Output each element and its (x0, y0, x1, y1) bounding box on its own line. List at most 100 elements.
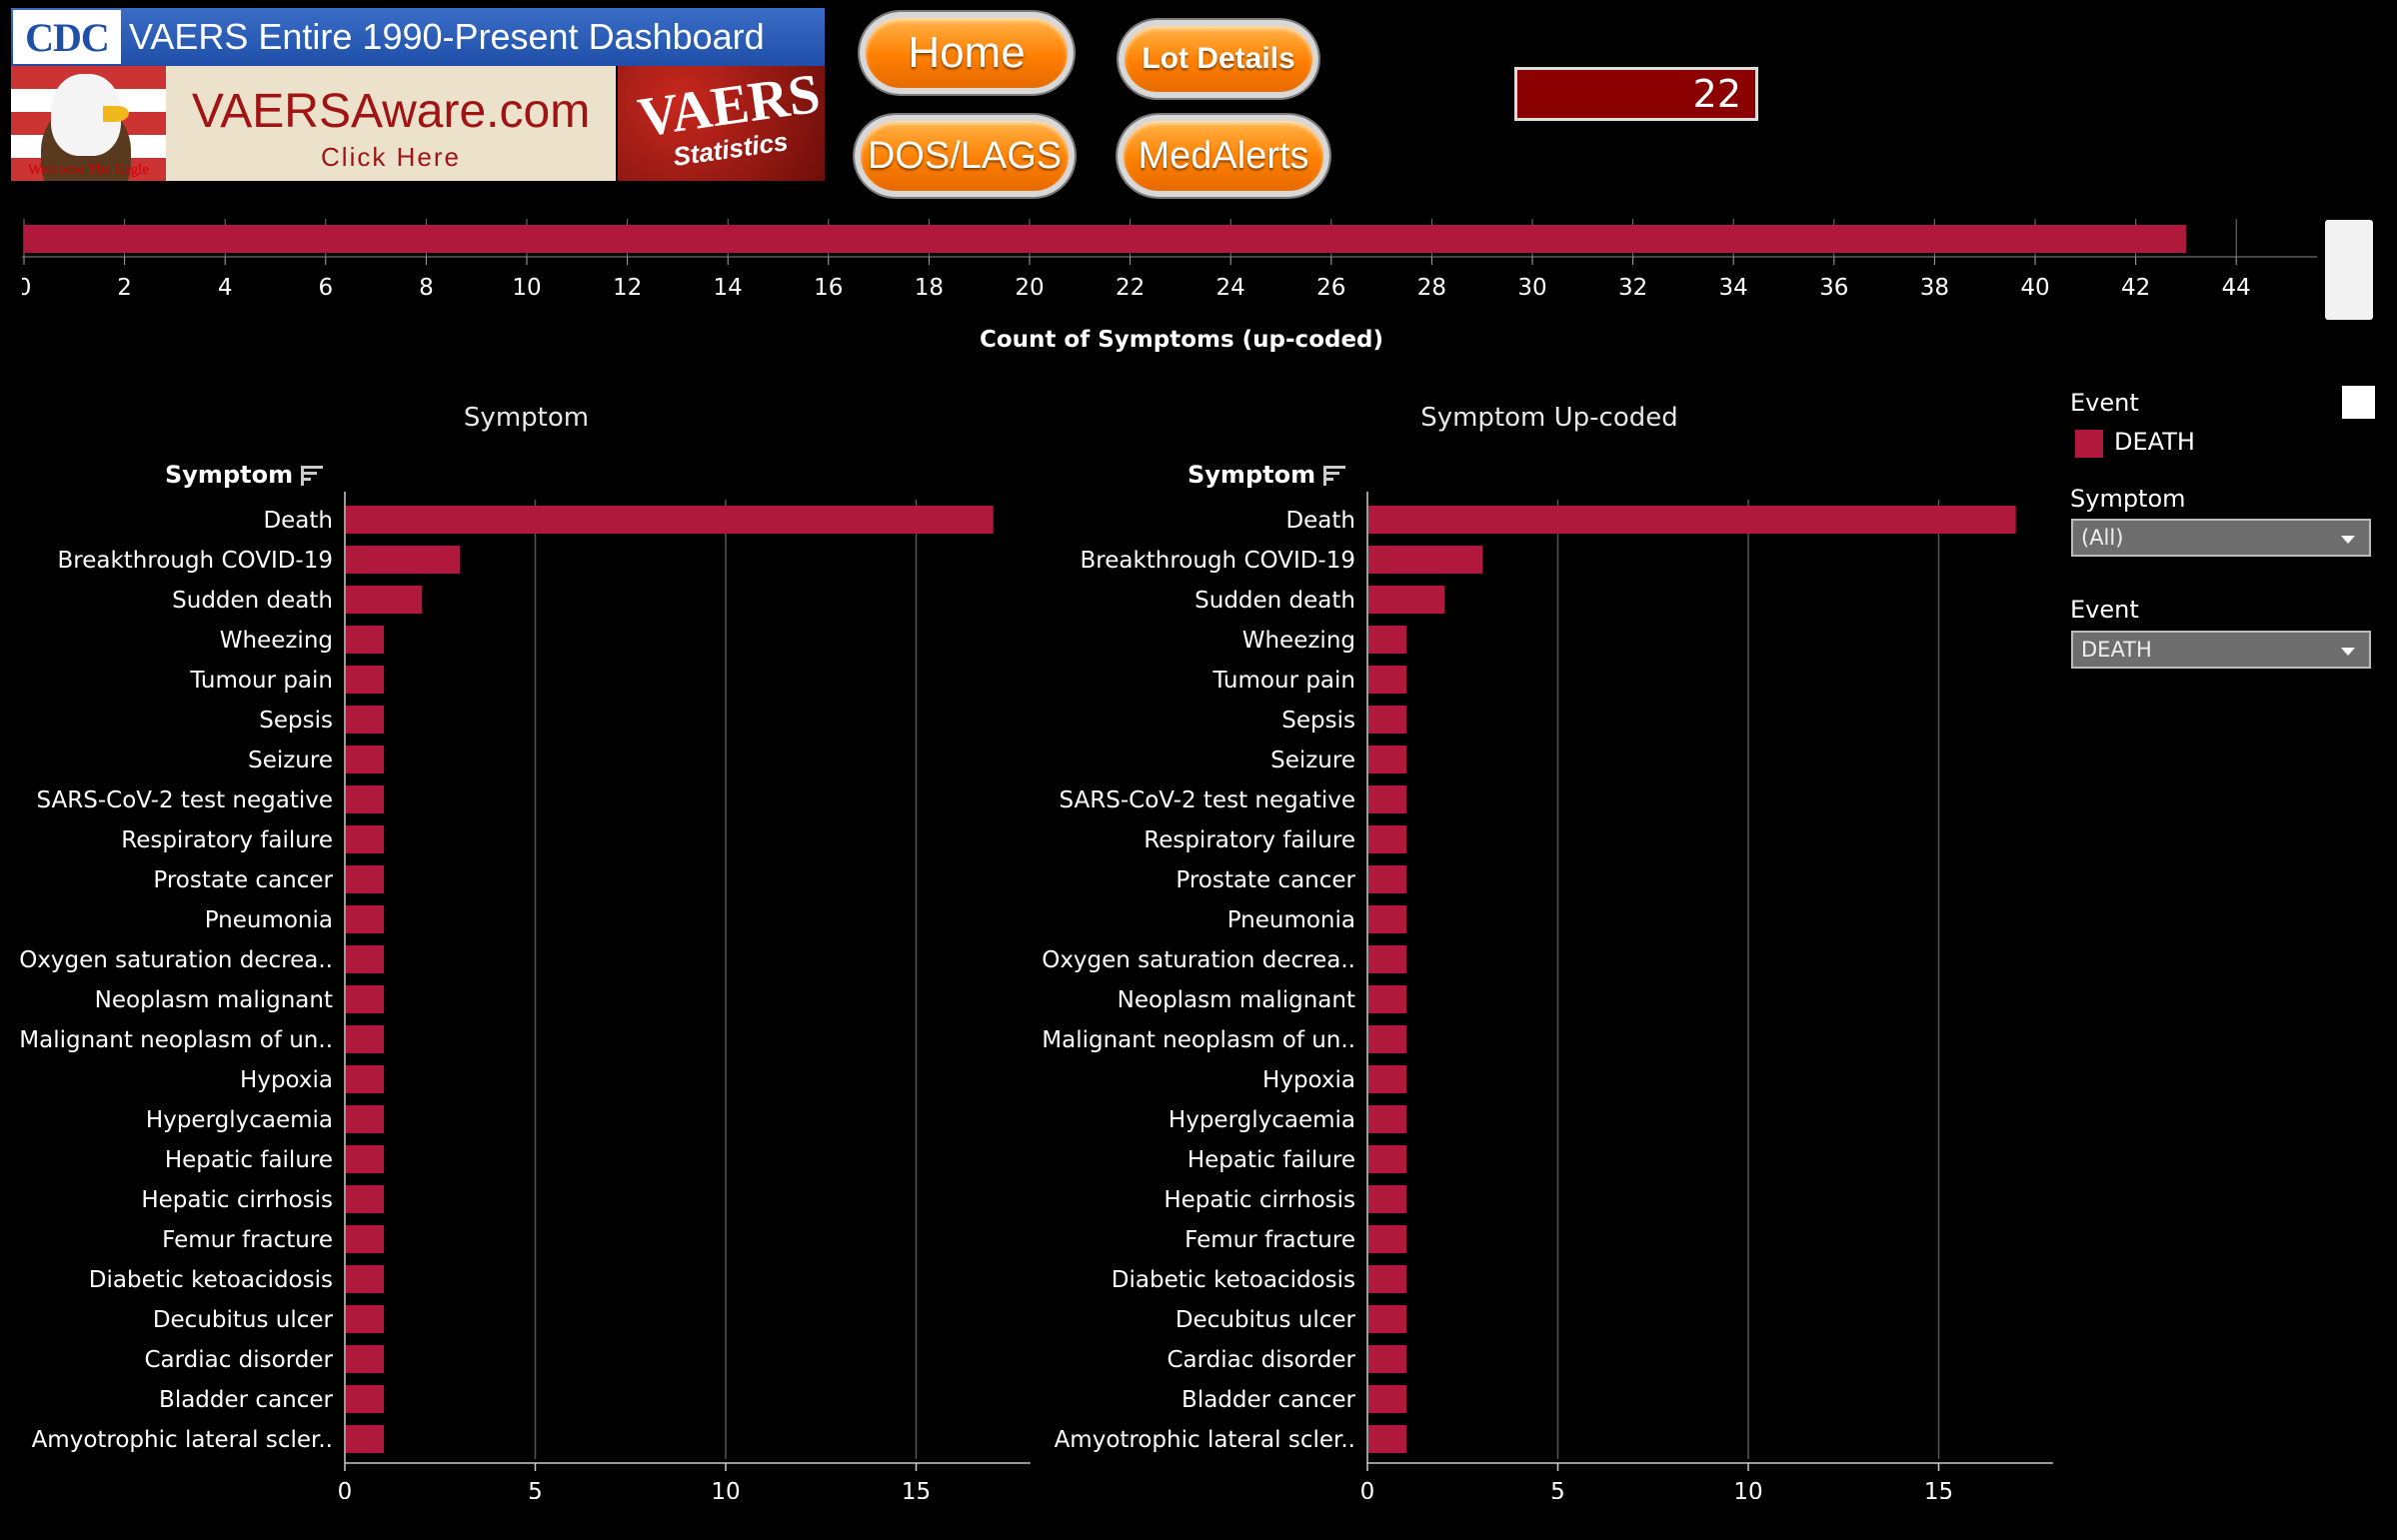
bar (1368, 905, 1407, 933)
slider-tick-label: 16 (814, 275, 843, 301)
category-label: Decubitus ulcer (153, 1307, 334, 1333)
bar (346, 1425, 385, 1453)
vaersaware-click: Click Here (321, 142, 461, 172)
category-label: Femur fracture (162, 1227, 333, 1253)
count-range-slider[interactable]: 0 2 4 6 8 10 12 14 16 18 20 22 24 26 28 30 32 34 36 38 40 42 4… (22, 215, 2317, 345)
slider-tick-label: 30 (1517, 275, 1546, 301)
sort-icon[interactable] (301, 464, 324, 486)
bar (1368, 1265, 1407, 1293)
symptom-filter-dropdown[interactable]: (All) (2071, 519, 2371, 557)
legend-item-death[interactable]: DEATH (2114, 428, 2195, 456)
x-tick-label: 0 (338, 1479, 353, 1499)
slider-tick-label: 34 (1719, 275, 1748, 301)
dos-lags-button[interactable]: DOS/LAGS (855, 115, 1075, 197)
bar (346, 1385, 385, 1413)
bar (1368, 706, 1407, 734)
category-label: Decubitus ulcer (1176, 1307, 1356, 1333)
bar (1368, 1425, 1407, 1453)
dashboard-title: VAERS Entire 1990-Present Dashboard (129, 16, 765, 57)
category-label: Neoplasm malignant (95, 987, 333, 1013)
bar (1368, 586, 1445, 614)
bar (1368, 1305, 1407, 1333)
symptom-upcoded-bar-chart: Death Breakthrough COVID-19 Sudden death Wh… (1042, 492, 2053, 1499)
category-label: Pneumonia (205, 907, 333, 933)
category-label: Femur fracture (1185, 1227, 1355, 1253)
sort-icon[interactable] (1323, 464, 1346, 486)
slider-tick-label: 22 (1116, 275, 1145, 301)
eagle-caption: Welcome The Eagle (28, 162, 149, 178)
symptom-filter-value: (All) (2081, 526, 2124, 550)
category-label: Sudden death (1195, 588, 1355, 614)
category-label: Hepatic failure (165, 1147, 333, 1173)
slider-tick-label: 38 (1920, 275, 1949, 301)
x-tick-label: 10 (1733, 1479, 1762, 1499)
symptom-upcoded-header-label: Symptom (1188, 461, 1316, 489)
bar (346, 1065, 385, 1093)
x-tick-label: 0 (1360, 1479, 1375, 1499)
legend-toggle[interactable] (2342, 386, 2375, 419)
bar (1368, 1065, 1407, 1093)
bar (346, 945, 385, 973)
category-label: Hypoxia (1262, 1067, 1355, 1093)
slider-tick-label: 10 (512, 275, 541, 301)
bar (346, 626, 385, 654)
report-count-box: 22 (1514, 67, 1758, 121)
slider-handle[interactable] (2325, 220, 2373, 320)
bar (346, 985, 385, 1013)
category-label: Sepsis (259, 708, 333, 734)
vaers-statistics-link[interactable]: VAERS Statistics (618, 66, 825, 181)
category-label: Hyperglycaemia (146, 1107, 333, 1133)
bar (346, 1265, 385, 1293)
slider-tick-label: 28 (1417, 275, 1446, 301)
category-label: Hyperglycaemia (1169, 1107, 1355, 1133)
bar (1368, 1345, 1407, 1373)
event-filter-label: Event (2070, 596, 2139, 624)
event-filter-dropdown[interactable]: DEATH (2071, 631, 2371, 669)
home-button[interactable]: Home (860, 12, 1074, 94)
bar (346, 1185, 385, 1213)
category-label: Hepatic cirrhosis (141, 1187, 333, 1213)
legend-title: Event (2070, 389, 2139, 417)
symptom-filter-label: Symptom (2070, 485, 2186, 513)
symptom-row-header[interactable]: Symptom (165, 461, 324, 489)
bar (1368, 626, 1407, 654)
chevron-down-icon (2341, 536, 2355, 544)
category-label: Malignant neoplasm of un.. (19, 1027, 333, 1053)
eagle-beak-icon (103, 106, 129, 122)
category-label: Tumour pain (1211, 668, 1355, 694)
vaersaware-link[interactable]: VAERSAware.com Click Here (166, 66, 616, 181)
category-label: Oxygen saturation decrea.. (19, 947, 333, 973)
bar (1368, 1185, 1407, 1213)
slider-tick-label: 0 (22, 275, 31, 301)
slider-fill (24, 225, 2186, 253)
category-label: Sepsis (1281, 708, 1355, 734)
slider-tick-label: 26 (1316, 275, 1345, 301)
slider-tick-label: 42 (2121, 275, 2150, 301)
symptom-upcoded-row-header[interactable]: Symptom (1188, 461, 1346, 489)
slider-tick-label: 44 (2222, 275, 2251, 301)
category-label: Death (1285, 508, 1355, 534)
eagle-image[interactable]: Welcome The Eagle (11, 66, 166, 181)
bar (346, 1145, 385, 1173)
event-filter-value: DEATH (2081, 638, 2152, 662)
category-label: Oxygen saturation decrea.. (1042, 947, 1355, 973)
category-label: Pneumonia (1227, 907, 1355, 933)
legend-swatch[interactable] (2075, 430, 2103, 458)
slider-tick-label: 32 (1618, 275, 1647, 301)
slider-tick-label: 6 (318, 275, 333, 301)
bar (1368, 506, 2016, 534)
bar (346, 825, 385, 853)
category-label: Hypoxia (240, 1067, 333, 1093)
category-label: SARS-CoV-2 test negative (1060, 787, 1355, 813)
x-tick-label: 10 (711, 1479, 740, 1499)
bar (346, 546, 461, 574)
bar (1368, 746, 1407, 773)
category-label: Prostate cancer (1176, 867, 1355, 893)
category-label: Bladder cancer (159, 1387, 333, 1413)
bar (1368, 1105, 1407, 1133)
category-label: Hepatic failure (1188, 1147, 1355, 1173)
lot-details-button[interactable]: Lot Details (1119, 20, 1318, 98)
medalerts-button[interactable]: MedAlerts (1118, 115, 1329, 197)
bar (1368, 666, 1407, 694)
bar (346, 865, 385, 893)
